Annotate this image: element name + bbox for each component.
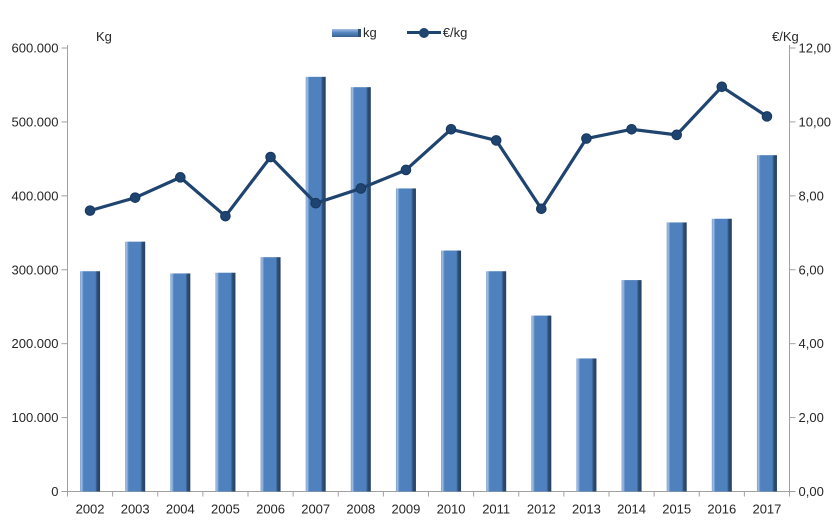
right-axis-tick-label: 8,00 [799, 188, 824, 203]
right-axis-tick-label: 4,00 [799, 336, 824, 351]
bar-2007 [305, 76, 326, 492]
bar-2009 [395, 188, 416, 492]
chart-legend: kg €/kg [332, 25, 467, 40]
line-marker-2015 [671, 129, 682, 141]
bar-2003 [125, 241, 146, 492]
left-axis-tick-label: 500.000 [12, 114, 59, 129]
x-axis-label-2010: 2010 [437, 502, 466, 517]
line-marker-2003 [129, 192, 141, 203]
bar-2006 [260, 257, 281, 492]
bar-2015 [666, 222, 687, 492]
left-axis-tick-label: 0 [51, 484, 58, 499]
x-axis-label-2013: 2013 [572, 502, 601, 517]
line-marker-2010 [445, 124, 457, 135]
line-marker-2011 [490, 135, 502, 146]
left-axis-title: Kg [96, 29, 112, 44]
line-marker-2017 [761, 111, 773, 122]
line-marker-2005 [220, 210, 231, 222]
right-axis-tick-label: 10,00 [799, 114, 832, 129]
x-axis-label-2016: 2016 [707, 502, 736, 517]
x-axis-label-2005: 2005 [211, 502, 240, 517]
x-axis-label-2015: 2015 [662, 502, 691, 517]
bar-2016 [711, 218, 732, 492]
left-axis-tick-label: 200.000 [12, 336, 59, 351]
bar-2004 [170, 273, 191, 492]
right-axis-title: €/Kg [772, 29, 799, 44]
x-axis-label-2008: 2008 [346, 502, 375, 517]
bar-2005 [215, 272, 236, 492]
left-axis-tick-label: 100.000 [12, 410, 59, 425]
left-axis-tick-label: 600.000 [12, 41, 59, 56]
line-marker-2009 [400, 164, 412, 176]
left-axis-tick-label: 400.000 [12, 188, 59, 203]
x-axis-label-2004: 2004 [166, 502, 195, 517]
legend-label-kg: kg [363, 25, 377, 40]
x-axis-label-2014: 2014 [617, 502, 646, 517]
line-marker-2008 [355, 183, 367, 194]
bar-2017 [756, 155, 777, 492]
bar-2012 [531, 315, 552, 492]
line-marker-2012 [536, 203, 547, 215]
x-axis-label-2007: 2007 [301, 502, 330, 517]
bar-2013 [576, 358, 597, 492]
line-marker-2006 [265, 151, 276, 163]
bar-2014 [621, 280, 642, 492]
x-axis-label-2002: 2002 [76, 502, 105, 517]
x-axis-label-2006: 2006 [256, 502, 285, 517]
bar-2002 [80, 271, 101, 492]
x-axis-label-2003: 2003 [121, 502, 150, 517]
right-axis-tick-label: 12,00 [799, 41, 832, 56]
left-axis-tick-label: 300.000 [12, 262, 59, 277]
x-axis-label-2017: 2017 [752, 502, 781, 517]
legend-label-eur-per-kg: €/kg [442, 25, 468, 40]
line-marker-2007 [310, 197, 321, 209]
right-axis-tick-label: 6,00 [799, 262, 824, 277]
eur-per-kg-line-swatch-icon [406, 27, 441, 38]
right-axis-tick-label: 0,00 [799, 484, 824, 499]
line-marker-2013 [581, 133, 592, 144]
bar-2010 [441, 250, 462, 492]
line-marker-2004 [175, 172, 186, 183]
line-marker-2002 [84, 205, 96, 216]
line-marker-2016 [716, 81, 728, 93]
kg-bar-swatch-icon [332, 28, 361, 37]
line-marker-2014 [626, 124, 637, 135]
x-axis-label-2011: 2011 [482, 502, 510, 517]
x-axis-label-2012: 2012 [527, 502, 556, 517]
eur-per-kg-line [88, 85, 769, 218]
x-axis-label-2009: 2009 [391, 502, 420, 517]
bar-2008 [350, 87, 371, 492]
right-axis-tick-label: 2,00 [799, 410, 824, 425]
bar-2011 [486, 271, 507, 492]
